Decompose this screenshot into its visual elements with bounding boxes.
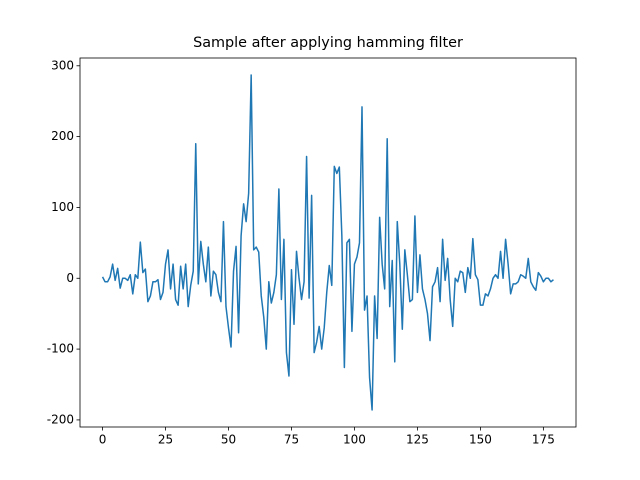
x-tick-label: 75 <box>284 433 299 447</box>
x-tick-label: 50 <box>221 433 236 447</box>
y-tick-label: 300 <box>51 58 74 72</box>
y-tick-label: -200 <box>47 412 74 426</box>
line <box>101 74 554 411</box>
chart-title: Sample after applying hamming filter <box>193 35 463 51</box>
x-tick-label: 150 <box>469 433 492 447</box>
y-tick-label: 200 <box>51 129 74 143</box>
x-tick-label: 175 <box>532 433 555 447</box>
x-tick-label: 100 <box>343 433 366 447</box>
y-tick-label: -100 <box>47 342 74 356</box>
y-tick-label: 0 <box>66 271 74 285</box>
y-tick-label: 100 <box>51 200 74 214</box>
x-tick-label: 125 <box>406 433 429 447</box>
plot-frame <box>79 57 577 428</box>
x-tick-label: 0 <box>99 433 107 447</box>
x-tick-label: 25 <box>158 433 173 447</box>
